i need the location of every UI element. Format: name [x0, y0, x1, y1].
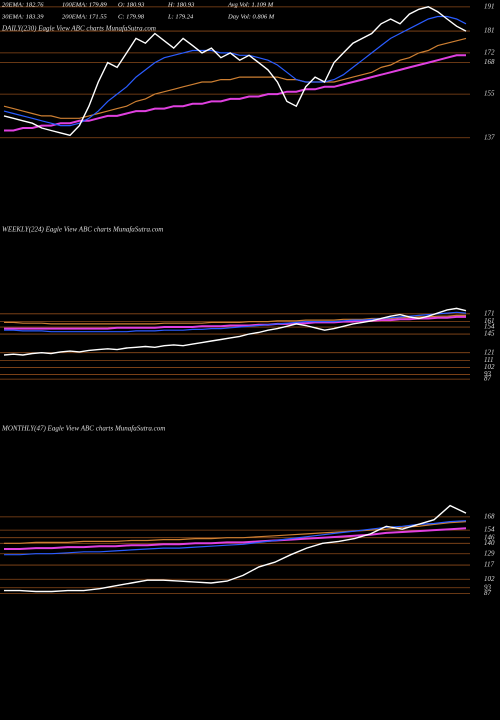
- y-tick-label: 168: [484, 58, 495, 66]
- price-line: [3, 37, 467, 119]
- price-line: [4, 311, 467, 333]
- y-tick-label: 168: [484, 512, 495, 520]
- y-tick-label: 129: [484, 549, 495, 557]
- y-tick-label: 117: [484, 561, 494, 569]
- header-item: C: 179.98: [118, 13, 145, 20]
- y-tick-label: 154: [484, 526, 495, 534]
- y-tick-label: 111: [484, 356, 493, 364]
- y-tick-label: 93: [484, 583, 492, 591]
- header-item: H: 180.93: [167, 1, 195, 8]
- price-line: [3, 307, 467, 356]
- header-item: O: 180.93: [118, 1, 145, 8]
- y-tick-label: 87: [484, 589, 492, 597]
- panel-title: DAILY(230) Eagle View ABC charts MunafaS…: [1, 25, 156, 33]
- price-line: [4, 527, 467, 550]
- y-tick-label: 191: [484, 2, 495, 10]
- y-tick-label: 155: [484, 90, 495, 98]
- y-tick-label: 121: [484, 348, 495, 356]
- y-tick-label: 93: [484, 370, 492, 378]
- y-tick-label: 181: [484, 27, 495, 35]
- header-item: 100EMA: 179.89: [62, 1, 108, 8]
- y-tick-label: 145: [484, 330, 495, 338]
- y-tick-label: 137: [484, 133, 495, 141]
- y-tick-label: 146: [484, 533, 495, 541]
- price-line: [4, 54, 466, 132]
- price-line: [4, 314, 466, 325]
- y-tick-label: 171: [484, 309, 495, 317]
- panel-title: WEEKLY(224) Eagle View ABC charts Munafa…: [2, 226, 163, 234]
- header-item: Day Vol: 0.806 M: [227, 13, 275, 20]
- header-item: 200EMA: 171.55: [62, 13, 108, 20]
- header-item: L: 179.24: [167, 13, 194, 20]
- y-tick-label: 140: [484, 539, 495, 547]
- y-tick-label: 161: [484, 317, 495, 325]
- y-tick-label: 172: [484, 49, 495, 57]
- price-line: [4, 521, 467, 544]
- price-line: [3, 6, 467, 137]
- header-item: 30EMA: 183.39: [1, 13, 44, 20]
- y-tick-label: 154: [484, 323, 495, 331]
- y-tick-label: 87: [484, 375, 492, 383]
- y-tick-label: 102: [484, 575, 495, 583]
- price-line: [4, 504, 467, 593]
- header-item: Avg Vol: 1.109 M: [227, 1, 274, 8]
- y-tick-label: 102: [484, 363, 495, 371]
- price-line: [4, 315, 466, 330]
- panel-title: MONTHLY(47) Eagle View ABC charts Munafa…: [1, 425, 165, 433]
- header-item: 20EMA: 182.76: [2, 1, 44, 8]
